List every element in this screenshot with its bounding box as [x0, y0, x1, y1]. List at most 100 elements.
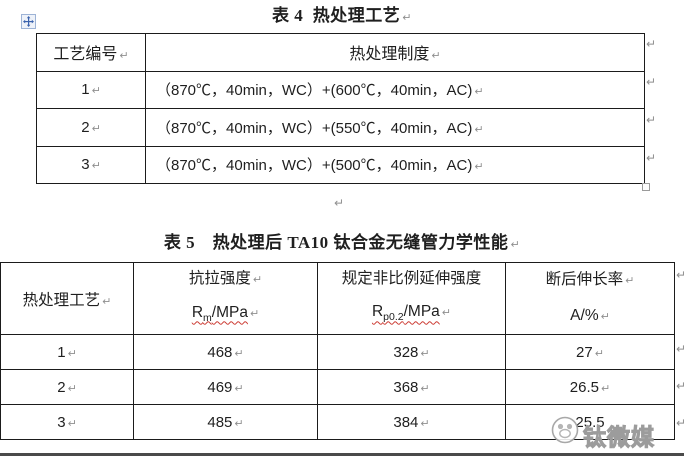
paragraph-mark: ↵	[234, 346, 244, 360]
table4-header-regime[interactable]: 热处理制度 ↵	[145, 33, 645, 72]
table4-caption-text: 表 4 热处理工艺	[272, 6, 401, 25]
table4-cell-no-3[interactable]: 3 ↵	[36, 145, 146, 184]
cell-text: 469	[207, 378, 233, 396]
table-row: 3 ↵ 485 ↵ 384 ↵ 25.5	[0, 404, 675, 440]
watermark-text: 钛微媒	[583, 425, 655, 451]
paragraph-mark: ↵	[646, 113, 657, 127]
table5-cell-rp02-3[interactable]: 384 ↵	[317, 404, 506, 440]
table-row: 2 ↵ （870℃，40min，WC）+(550℃，40min，AC) ↵	[36, 108, 645, 147]
cell-text: 368	[393, 378, 419, 396]
table5-cell-no-1[interactable]: 1 ↵	[0, 334, 134, 370]
cell-text: 规定非比例延伸强度	[341, 270, 482, 288]
cell-text: （870℃，40min，WC）+(600℃，40min，AC)	[156, 82, 473, 100]
paragraph-mark: ↵	[510, 238, 521, 251]
paragraph-mark: ↵	[91, 121, 101, 135]
cell-text: （870℃，40min，WC）+(500℃，40min，AC)	[156, 157, 473, 175]
paragraph-mark: ↵	[474, 85, 484, 99]
symbol-main: R	[371, 303, 384, 321]
table-row: 1 ↵ 468 ↵ 328 ↵ 27 ↵	[0, 334, 675, 370]
table5-caption-text: 表 5 热处理后 TA10 钛合金无缝管力学性能	[163, 233, 509, 252]
table5-cell-rm-2[interactable]: 469 ↵	[133, 369, 318, 405]
proof-symbol: Rp0.2/MPa	[371, 303, 440, 323]
table5-cell-rp02-1[interactable]: 328 ↵	[317, 334, 506, 370]
paragraph-mark: ↵	[234, 416, 244, 430]
cell-text: 3	[81, 156, 90, 174]
paragraph-mark: ↵	[676, 416, 684, 430]
table-mechanical-properties: 热处理工艺 ↵ 抗拉强度 ↵ Rm/MPa ↵ 规定非比例延伸强度 Rp0.2/MPa…	[0, 262, 675, 440]
symbol-sub: p0.2	[383, 311, 404, 324]
paragraph-mark: ↵	[420, 381, 430, 395]
cell-text: 3	[57, 413, 66, 431]
cell-text: 工艺编号	[53, 46, 118, 64]
table4-cell-regime-1[interactable]: （870℃，40min，WC）+(600℃，40min，AC) ↵	[145, 70, 645, 109]
cell-text: （870℃，40min，WC）+(550℃，40min，AC)	[156, 119, 473, 137]
table5-caption[interactable]: 表 5 热处理后 TA10 钛合金无缝管力学性能 ↵	[0, 228, 684, 253]
paragraph-mark: ↵	[420, 346, 430, 360]
table-header-row: 热处理工艺 ↵ 抗拉强度 ↵ Rm/MPa ↵ 规定非比例延伸强度 Rp0.2/MPa…	[0, 262, 675, 335]
table5-cell-no-3[interactable]: 3 ↵	[0, 404, 134, 440]
bottom-divider	[0, 453, 684, 456]
table5-header-elongation[interactable]: 断后伸长率 ↵ A/% ↵	[505, 262, 675, 335]
watermark-logo-icon	[551, 416, 579, 444]
paragraph-mark: ↵	[91, 84, 101, 98]
cell-text: 抗拉强度	[188, 270, 251, 288]
cell-text: 2	[81, 118, 90, 136]
table4-cell-regime-3[interactable]: （870℃，40min，WC）+(500℃，40min，AC) ↵	[145, 145, 645, 184]
tensile-symbol: Rm/MPa	[191, 303, 248, 324]
cell-text: 26.5	[569, 378, 599, 396]
paragraph-mark: ↵	[420, 416, 430, 430]
table5-cell-rp02-2[interactable]: 368 ↵	[317, 369, 506, 405]
table5-cell-no-2[interactable]: 2 ↵	[0, 369, 134, 405]
cell-text: 485	[207, 413, 233, 431]
paragraph-mark: ↵	[91, 159, 101, 173]
paragraph-mark: ↵	[119, 49, 129, 63]
cell-text: 2	[57, 378, 66, 396]
symbol-sub: m	[203, 311, 212, 324]
table5-header-tensile[interactable]: 抗拉强度 ↵ Rm/MPa ↵	[133, 262, 318, 335]
table4-cell-no-2[interactable]: 2 ↵	[36, 108, 146, 147]
table4-header-process-no[interactable]: 工艺编号 ↵	[36, 33, 146, 72]
table-move-handle-icon[interactable]	[21, 14, 36, 29]
paragraph-mark: ↵	[67, 346, 77, 360]
table5-header-process[interactable]: 热处理工艺 ↵	[0, 262, 134, 335]
paragraph-mark: ↵	[249, 306, 260, 320]
paragraph-mark: ↵	[102, 294, 112, 308]
cell-text: 25.5	[575, 413, 605, 431]
paragraph-mark: ↵	[67, 381, 77, 395]
paragraph-mark: ↵	[646, 37, 657, 51]
table5-cell-a-3[interactable]: 25.5	[505, 404, 675, 440]
table4-cell-no-1[interactable]: 1 ↵	[36, 70, 146, 109]
symbol-unit: /MPa	[403, 303, 440, 321]
table-header-row: 工艺编号 ↵ 热处理制度 ↵	[36, 33, 645, 72]
table5-cell-a-2[interactable]: 26.5 ↵	[505, 369, 675, 405]
table5-cell-a-1[interactable]: 27 ↵	[505, 334, 675, 370]
paragraph-mark: ↵	[334, 196, 345, 210]
paragraph-mark: ↵	[646, 151, 657, 165]
cell-text: 1	[81, 81, 90, 99]
four-way-arrow-icon	[23, 16, 34, 27]
paragraph-mark: ↵	[646, 75, 657, 89]
paragraph-mark: ↵	[67, 416, 77, 430]
table5-cell-rm-1[interactable]: 468 ↵	[133, 334, 318, 370]
table5-cell-rm-3[interactable]: 485 ↵	[133, 404, 318, 440]
table4-cell-regime-2[interactable]: （870℃，40min，WC）+(550℃，40min，AC) ↵	[145, 108, 645, 147]
cell-text: 328	[393, 343, 419, 361]
table-resize-handle[interactable]	[642, 183, 650, 191]
cell-text: 热处理工艺	[22, 291, 101, 309]
paragraph-mark: ↵	[600, 381, 611, 395]
symbol-unit: /MPa	[211, 303, 248, 321]
paragraph-mark: ↵	[431, 49, 441, 63]
cell-text: 468	[207, 343, 233, 361]
symbol-main: R	[191, 303, 204, 321]
elongation-symbol: A/%	[570, 306, 599, 324]
paragraph-mark: ↵	[441, 306, 452, 320]
paragraph-mark: ↵	[474, 160, 484, 174]
cell-text: 热处理制度	[349, 46, 430, 64]
table4-caption[interactable]: 表 4 热处理工艺 ↵	[0, 1, 684, 26]
cell-text: 384	[393, 413, 419, 431]
paragraph-mark: ↵	[474, 122, 484, 136]
cell-text: 断后伸长率	[545, 271, 624, 289]
paragraph-mark: ↵	[676, 379, 684, 393]
table5-header-proof[interactable]: 规定非比例延伸强度 Rp0.2/MPa ↵	[317, 262, 506, 335]
